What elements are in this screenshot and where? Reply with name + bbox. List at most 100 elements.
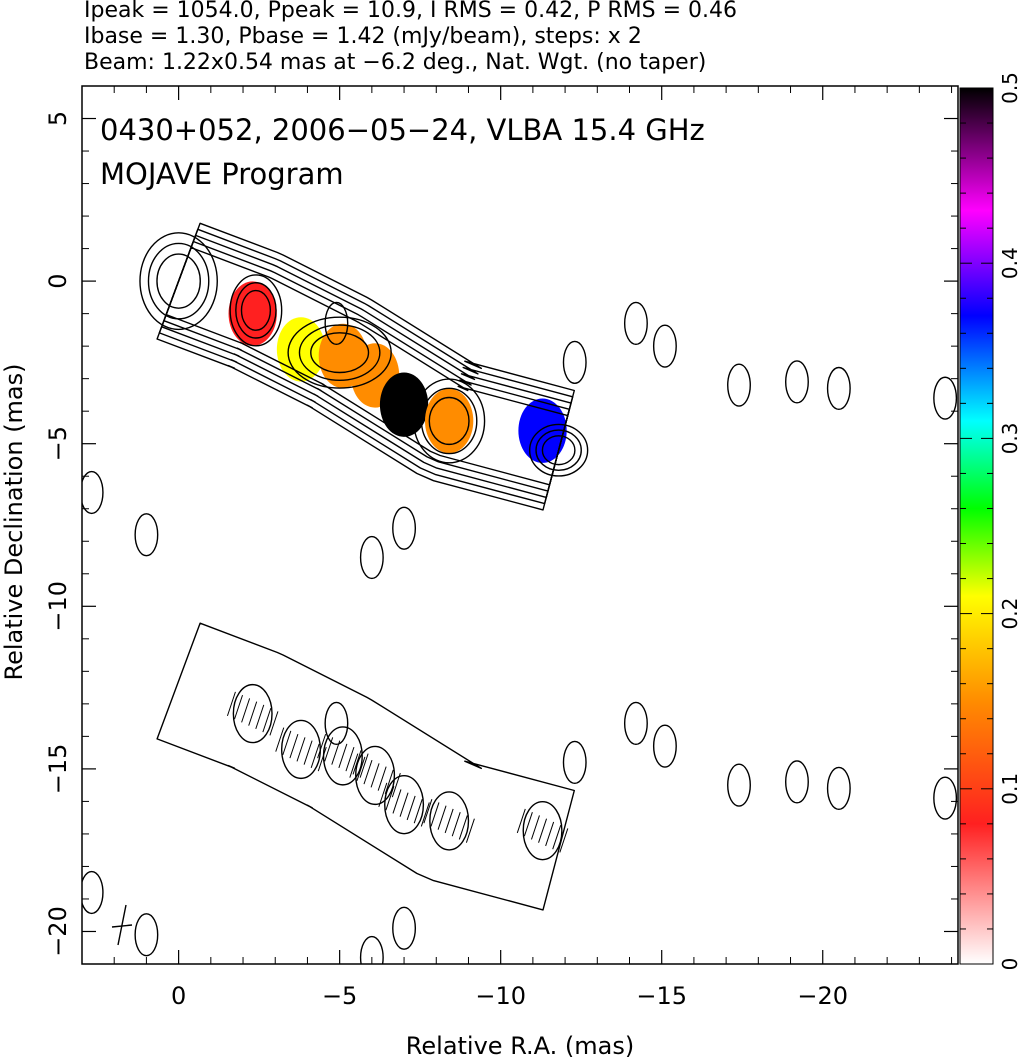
evpa-tick	[458, 815, 468, 840]
y-tick-label: 0	[44, 273, 72, 288]
evpa-tick	[356, 756, 366, 782]
polarization-spot	[424, 388, 474, 454]
noise-contour	[826, 366, 851, 411]
y-tick-label: −20	[44, 906, 72, 957]
y-tick-label: 5	[44, 111, 72, 126]
x-tick-label: −10	[475, 982, 526, 1010]
polarized-contour	[232, 683, 273, 744]
intensity-contour	[528, 423, 589, 477]
evpa-tick	[423, 799, 433, 824]
noise-contour	[82, 470, 104, 515]
colorbar-tick-label: 0.5	[998, 72, 1021, 104]
noise-contour	[623, 301, 648, 346]
intensity-contour	[240, 289, 272, 331]
evpa-tick	[349, 753, 359, 778]
evpa-tick	[377, 766, 387, 791]
header-line-1: Ipeak = 1054.0, Ppeak = 10.9, I RMS = 0.…	[84, 0, 737, 23]
evpa-tick	[559, 828, 569, 853]
evpa-tick	[317, 733, 327, 759]
evpa-tick	[226, 691, 236, 717]
colorbar-tick-label: 0.1	[998, 773, 1021, 805]
y-tick-label: −5	[44, 426, 72, 461]
noise-contour	[562, 740, 587, 785]
polarized-contour	[522, 800, 563, 861]
evpa-tick	[234, 694, 243, 720]
noise-contour	[727, 763, 751, 807]
evpa-tick	[430, 802, 440, 827]
polarization-spot	[228, 281, 277, 346]
polarized-contour	[429, 791, 470, 851]
evpa-tick	[516, 808, 526, 834]
intensity-contour	[139, 232, 218, 331]
evpa-tick	[530, 815, 540, 840]
jet-envelope-contour	[158, 228, 574, 505]
intensity-contour	[310, 332, 370, 374]
noise-contour	[623, 701, 648, 745]
noise-contour	[652, 724, 677, 768]
noise-contour	[134, 513, 159, 557]
evpa-tick	[437, 805, 447, 830]
polarized-outline-contour	[156, 622, 575, 911]
x-tick-label: −20	[797, 982, 848, 1010]
polarization-spots	[228, 281, 567, 463]
evpa-tick	[255, 704, 265, 730]
colorbar-tick-label: 0.2	[998, 598, 1021, 630]
intensity-contour	[413, 378, 486, 464]
noise-contour	[933, 376, 958, 420]
axes: 0 −5 −10 −15 −20 5 0 −5 −10 −15 −20	[44, 85, 958, 1010]
evpa-tick	[392, 789, 402, 814]
evpa-tick	[384, 769, 394, 795]
evpa-tick	[444, 808, 454, 834]
evpa-tick	[275, 727, 285, 752]
noise-contour	[359, 535, 384, 580]
y-tick-label: −10	[44, 581, 72, 632]
evpa-tick	[262, 707, 272, 733]
evpa-tick	[370, 763, 380, 788]
colorbar-ticks: 0 0.1 0.2 0.3 0.4 0.5	[960, 72, 1021, 970]
evpa-tick	[523, 812, 533, 837]
intensity-contour	[420, 387, 478, 455]
evpa-tick	[406, 795, 416, 821]
header-line-3: Beam: 1.22x0.54 mas at −6.2 deg., Nat. W…	[84, 50, 707, 75]
evpa-tick	[385, 785, 395, 811]
evpa-tick	[399, 792, 409, 817]
noise-contour	[134, 913, 159, 957]
polarization-spot	[276, 317, 326, 382]
evpa-tick	[465, 818, 475, 843]
jet-envelope-contour	[160, 234, 572, 499]
evpa-tick	[317, 746, 327, 772]
map-subtitle: MOJAVE Program	[100, 157, 344, 191]
noise-contour	[826, 766, 851, 811]
polarized-contour	[384, 774, 425, 835]
evpa-tick	[241, 698, 251, 723]
noise-contour	[324, 701, 349, 745]
intensity-contour	[287, 316, 392, 389]
evpa-tick	[413, 799, 423, 824]
evpa-tick	[338, 743, 348, 769]
noise-contour	[359, 935, 384, 964]
evpa-tick	[420, 802, 430, 827]
noise-contour	[392, 506, 417, 550]
evpa-tick	[545, 821, 555, 847]
evpa-tick	[310, 743, 320, 769]
evpa-tick	[538, 818, 548, 843]
plot-frame	[81, 85, 959, 965]
evpa-tick	[289, 733, 299, 759]
colorbar	[959, 87, 994, 965]
x-tick-label: 0	[171, 982, 186, 1010]
intensity-contour	[428, 396, 470, 446]
evpa-tick	[282, 730, 292, 756]
evpa-tick	[363, 759, 373, 785]
intensity-contour	[229, 274, 283, 347]
noise-contour	[562, 340, 587, 385]
noise-contour	[727, 363, 751, 407]
evpa-tick	[248, 701, 258, 726]
y-axis-label: Relative Declination (mas)	[0, 363, 28, 680]
evpa-vectors	[226, 691, 569, 853]
noise-contours	[82, 301, 958, 964]
map-content	[82, 222, 958, 964]
evpa-tick	[352, 750, 362, 775]
noise-contour	[784, 360, 809, 404]
intensity-contour	[535, 429, 582, 472]
